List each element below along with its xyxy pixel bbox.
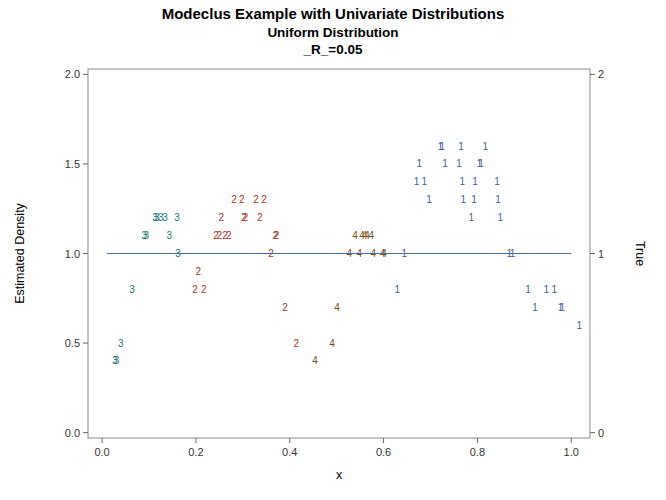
x-tick: [289, 438, 290, 443]
cluster-point: 1: [472, 176, 478, 187]
y-tick: [83, 163, 88, 164]
chart: Modeclus Example with Univariate Distrib…: [0, 0, 666, 500]
y-tick: [83, 253, 88, 254]
cluster-point: 3: [118, 338, 124, 349]
cluster-point: 2: [239, 194, 245, 205]
cluster-point: 4: [369, 230, 375, 241]
cluster-point: 2: [201, 284, 207, 295]
x-axis-label: x: [336, 468, 343, 482]
y-tick-label: 1.0: [65, 248, 80, 260]
true-density-line: [107, 253, 571, 254]
cluster-point: 2: [274, 230, 280, 241]
cluster-point: 1: [394, 284, 400, 295]
x-tick: [477, 438, 478, 443]
cluster-point: 1: [576, 320, 582, 331]
y2-tick-label: 0: [598, 427, 604, 439]
cluster-point: 1: [456, 158, 462, 169]
x-tick: [195, 438, 196, 443]
cluster-point: 1: [469, 212, 475, 223]
x-tick-label: 0.8: [470, 446, 485, 458]
cluster-point: 1: [552, 284, 558, 295]
cluster-point: 1: [416, 158, 422, 169]
y-tick-label: 0.5: [65, 337, 80, 349]
cluster-point: 1: [414, 176, 420, 187]
y-tick-label: 0.0: [65, 427, 80, 439]
x-tick-label: 0.4: [282, 446, 297, 458]
cluster-point: 2: [243, 212, 249, 223]
x-tick-label: 0.0: [94, 446, 109, 458]
title: Modeclus Example with Univariate Distrib…: [162, 5, 505, 22]
y-tick: [83, 74, 88, 75]
y2-tick-label: 2: [598, 68, 604, 80]
cluster-point: 3: [162, 212, 168, 223]
y-tick: [83, 432, 88, 433]
cluster-point: 2: [282, 302, 288, 313]
cluster-point: 2: [261, 194, 267, 205]
plot-frame: [88, 69, 590, 438]
y2-tick-label: 1: [598, 248, 604, 260]
x-tick: [102, 438, 103, 443]
y-tick-label: 2.0: [65, 68, 80, 80]
x-tick-label: 1.0: [564, 446, 579, 458]
y-axis-label: Estimated Density: [13, 202, 27, 303]
cluster-point: 3: [174, 212, 180, 223]
cluster-point: 2: [192, 284, 198, 295]
cluster-point: 3: [143, 230, 149, 241]
y-tick: [83, 343, 88, 344]
x-tick-label: 0.6: [376, 446, 391, 458]
cluster-point: 2: [195, 266, 201, 277]
y2-tick: [590, 432, 595, 433]
cluster-point: 2: [226, 230, 232, 241]
cluster-point: 4: [334, 302, 340, 313]
cluster-point: 2: [257, 212, 263, 223]
cluster-point: 1: [498, 212, 504, 223]
x-tick: [383, 438, 384, 443]
cluster-point: 1: [458, 141, 464, 152]
cluster-point: 3: [114, 355, 120, 366]
cluster-point: 1: [442, 158, 448, 169]
cluster-point: 1: [471, 194, 477, 205]
cluster-point: 1: [422, 176, 428, 187]
cluster-point: 4: [312, 355, 318, 366]
cluster-point: 1: [494, 176, 500, 187]
subtitle: _R_=0.05: [303, 42, 363, 57]
cluster-point: 1: [478, 158, 484, 169]
cluster-point: 1: [439, 141, 445, 152]
x-tick: [571, 438, 572, 443]
cluster-point: 2: [294, 338, 300, 349]
cluster-point: 3: [166, 230, 172, 241]
cluster-point: 1: [426, 194, 432, 205]
cluster-point: 3: [129, 284, 135, 295]
cluster-point: 2: [218, 212, 224, 223]
cluster-point: 1: [532, 302, 538, 313]
x-tick-label: 0.2: [188, 446, 203, 458]
cluster-point: 1: [460, 176, 466, 187]
cluster-point: 2: [253, 194, 259, 205]
cluster-point: 2: [231, 194, 237, 205]
cluster-point: 1: [525, 284, 531, 295]
cluster-point: 1: [483, 141, 489, 152]
y-tick-label: 1.5: [65, 158, 80, 170]
plot-area: 1111111111111111111111111111111222222222…: [107, 141, 583, 367]
cluster-point: 1: [461, 194, 467, 205]
cluster-point: 1: [495, 194, 501, 205]
y2-axis-label: True: [633, 241, 647, 266]
cluster-point: 4: [329, 338, 335, 349]
cluster-point: 1: [560, 302, 566, 313]
y2-tick: [590, 253, 595, 254]
subtitle: Uniform Distribution: [267, 25, 398, 40]
cluster-point: 4: [352, 230, 358, 241]
y2-tick: [590, 74, 595, 75]
cluster-point: 1: [544, 284, 550, 295]
